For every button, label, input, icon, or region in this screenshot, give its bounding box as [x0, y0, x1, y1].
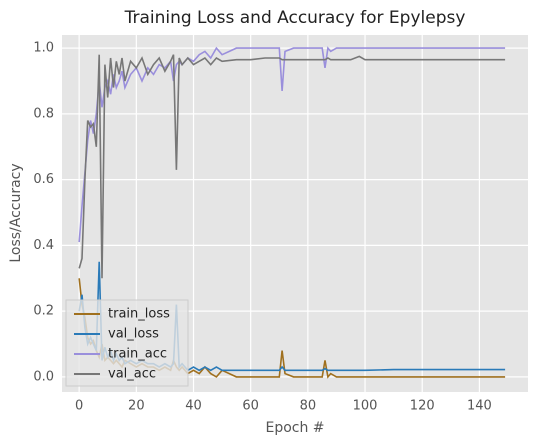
x-tick-label: 80	[300, 399, 317, 414]
x-tick-label: 0	[75, 399, 83, 414]
y-tick-label: 0.4	[33, 238, 54, 253]
x-tick-label: 40	[185, 399, 202, 414]
y-tick-label: 0.0	[33, 369, 54, 384]
x-tick-label: 120	[410, 399, 435, 414]
legend-label: train_loss	[108, 307, 170, 322]
x-tick-label: 60	[242, 399, 259, 414]
series-line	[78, 54, 506, 279]
y-tick-label: 1.0	[33, 41, 54, 56]
y-axis-label: Loss/Accuracy	[8, 163, 24, 262]
y-tick-label: 0.8	[33, 106, 54, 121]
legend-label: val_loss	[108, 327, 159, 342]
chart-title: Training Loss and Accuracy for Epylepsy	[124, 8, 466, 28]
legend-label: train_acc	[108, 347, 167, 362]
legend-label: val_acc	[108, 367, 156, 382]
y-tick-label: 0.6	[33, 172, 54, 187]
y-tick-label: 0.2	[33, 304, 54, 319]
x-axis-label: Epoch #	[265, 420, 324, 436]
x-tick-label: 20	[128, 399, 145, 414]
x-tick-label: 100	[353, 399, 378, 414]
x-tick-label: 140	[467, 399, 492, 414]
